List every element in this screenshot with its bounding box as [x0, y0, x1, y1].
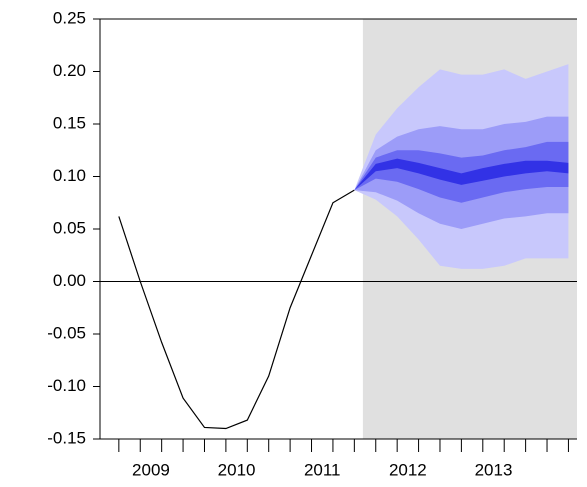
- x-tick-label: 2010: [218, 460, 256, 479]
- history-line: [118, 189, 355, 430]
- y-tick-label: 0.25: [53, 8, 86, 27]
- fan-band: [354, 141, 569, 203]
- y-tick-label: 0.10: [53, 166, 86, 185]
- x-tick-label: 2009: [132, 460, 170, 479]
- fan-band: [354, 158, 569, 191]
- y-tick-label: 0.05: [53, 218, 86, 237]
- y-tick-label: 0.15: [53, 113, 86, 132]
- y-tick-label: -0.05: [47, 323, 86, 342]
- x-tick-label: 2013: [475, 460, 513, 479]
- x-tick-label: 2011: [304, 460, 341, 479]
- y-tick-label: -0.15: [47, 428, 86, 447]
- y-tick-label: -0.10: [47, 376, 86, 395]
- y-tick-label: 0.20: [53, 61, 86, 80]
- x-tick-label: 2012: [389, 460, 427, 479]
- y-tick-label: 0.00: [53, 271, 86, 290]
